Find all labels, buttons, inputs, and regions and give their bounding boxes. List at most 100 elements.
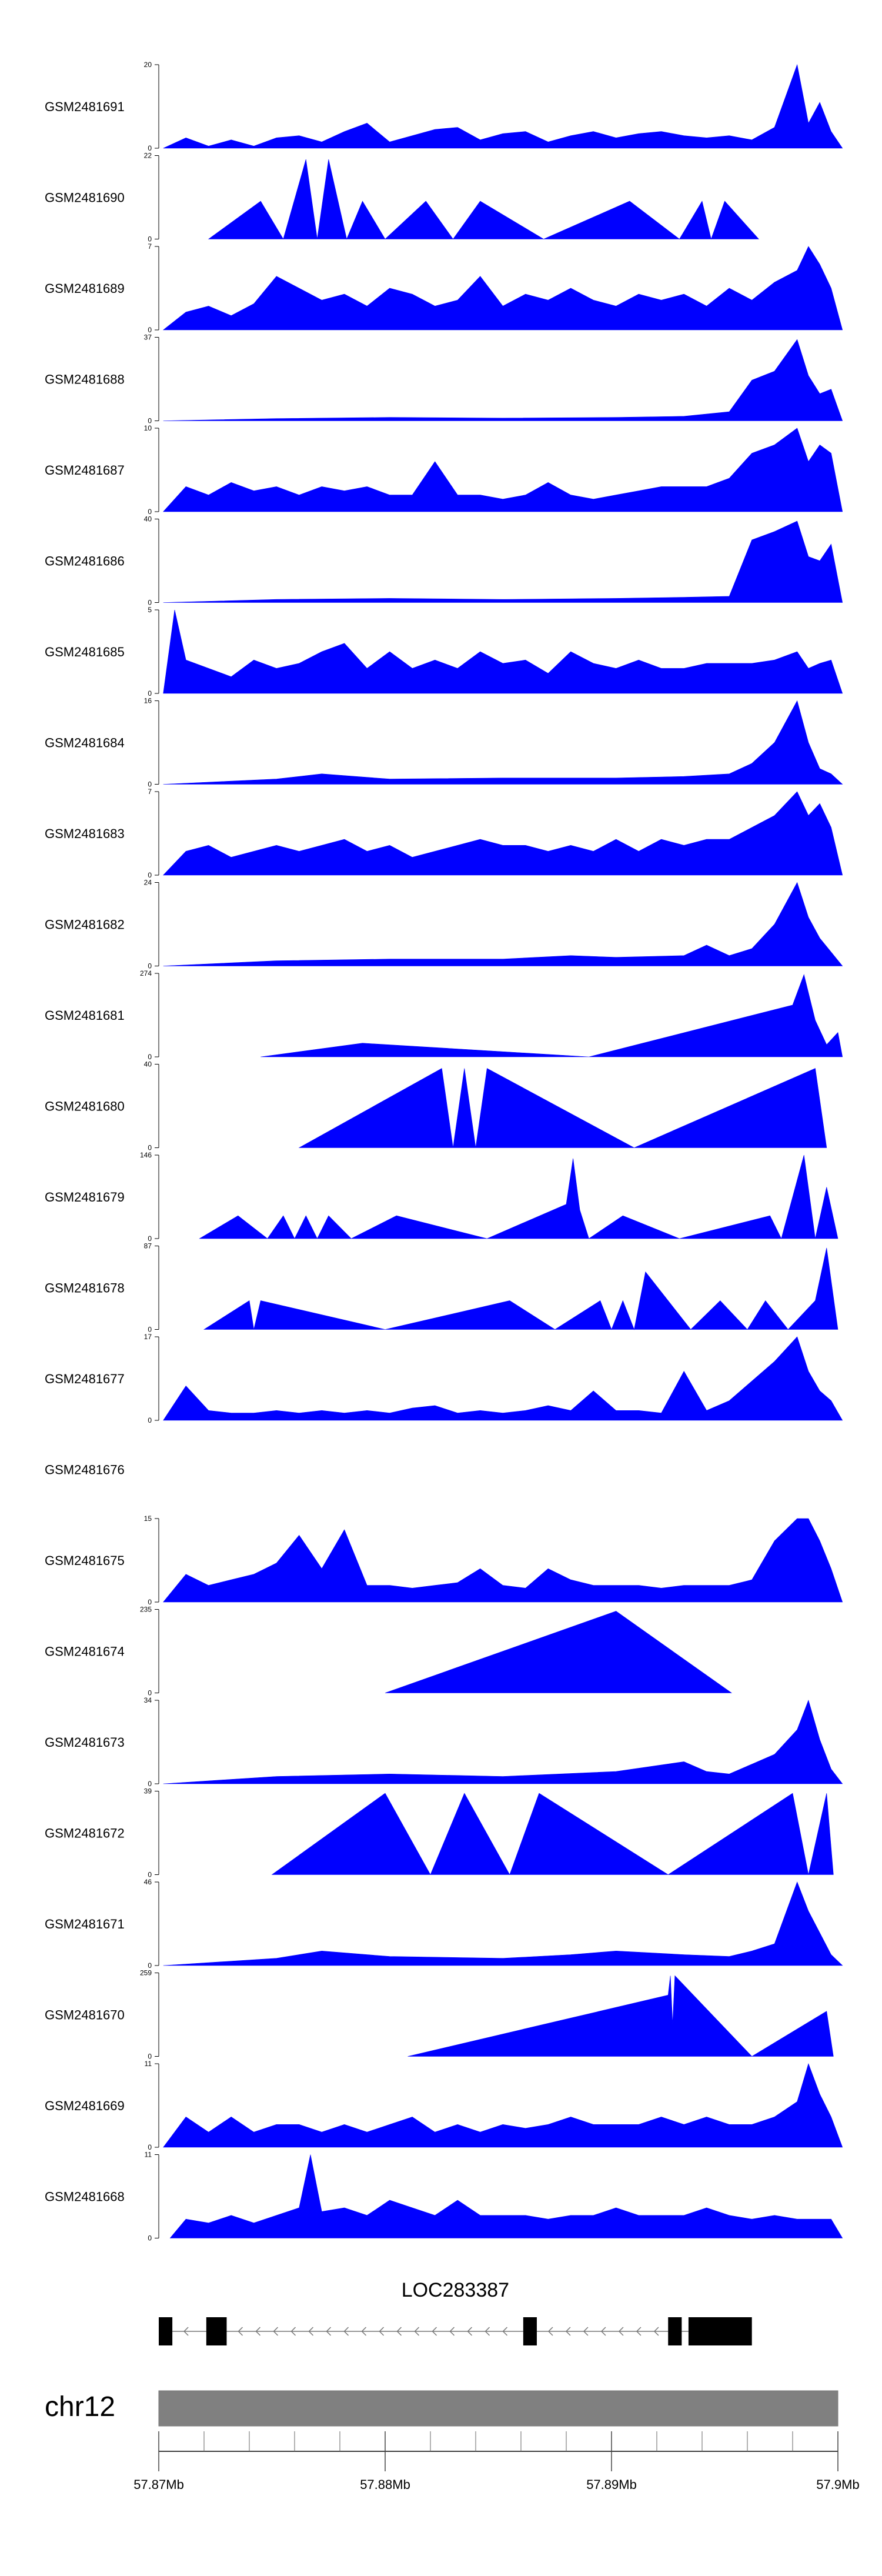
coverage-area bbox=[163, 1336, 843, 1421]
track-label: GSM2481677 bbox=[45, 1372, 125, 1386]
track-label: GSM2481686 bbox=[45, 554, 125, 569]
strand-arrow bbox=[290, 2327, 296, 2336]
strand-arrow bbox=[183, 2327, 189, 2336]
track-GSM2481691: GSM2481691 0 20 bbox=[45, 61, 843, 152]
strand-arrow bbox=[467, 2327, 473, 2336]
track-label: GSM2481676 bbox=[45, 1463, 125, 1477]
y-axis-tick-label: 0 bbox=[148, 1871, 152, 1879]
coverage-area bbox=[163, 520, 843, 603]
track-GSM2481683: GSM2481683 0 7 bbox=[45, 788, 843, 879]
exon bbox=[688, 2317, 752, 2345]
track-GSM2481684: GSM2481684 0 16 bbox=[45, 697, 843, 789]
strand-arrow bbox=[361, 2327, 367, 2336]
track-GSM2481680: GSM2481680 0 40 bbox=[45, 1060, 827, 1152]
coverage-area bbox=[169, 2154, 843, 2238]
track-label: GSM2481675 bbox=[45, 1553, 125, 1568]
coverage-area bbox=[199, 1154, 838, 1239]
strand-arrow bbox=[583, 2327, 589, 2336]
track-label: GSM2481688 bbox=[45, 372, 125, 387]
strand-arrow bbox=[432, 2327, 437, 2336]
track-GSM2481670: GSM2481670 0 259 bbox=[45, 1969, 834, 2061]
track-label: GSM2481689 bbox=[45, 281, 125, 296]
genomic-axis: 57.87Mb 57.88Mb 57.89Mb 57.9Mb bbox=[133, 2431, 860, 2492]
y-axis-tick-label: 11 bbox=[145, 2151, 152, 2159]
coverage-tracks: GSM2481691020GSM2481690022GSM248168907GS… bbox=[45, 61, 843, 2243]
y-axis-tick-label: 17 bbox=[144, 1333, 152, 1341]
track-GSM2481690: GSM2481690 0 22 bbox=[45, 152, 759, 243]
y-axis-tick-label: 0 bbox=[148, 1234, 152, 1243]
chromosome-ideogram: chr12 bbox=[45, 2390, 838, 2427]
track-GSM2481685: GSM2481685 0 5 bbox=[45, 606, 843, 698]
strand-arrow bbox=[238, 2327, 243, 2336]
coverage-area bbox=[163, 1881, 843, 1966]
strand-arrow bbox=[396, 2327, 402, 2336]
y-axis-tick-label: 24 bbox=[144, 879, 152, 887]
track-GSM2481676: GSM2481676 bbox=[45, 1463, 125, 1477]
y-axis-tick-label: 274 bbox=[140, 969, 152, 977]
y-axis-tick-label: 34 bbox=[144, 1696, 152, 1704]
y-axis-tick-label: 0 bbox=[148, 508, 152, 516]
y-axis-tick-label: 10 bbox=[144, 424, 152, 432]
strand-arrow bbox=[308, 2327, 314, 2336]
chromosome-bar bbox=[158, 2390, 838, 2427]
track-GSM2481677: GSM2481677 0 17 bbox=[45, 1333, 843, 1424]
y-axis-tick-label: 0 bbox=[148, 1780, 152, 1788]
y-axis-tick-label: 259 bbox=[140, 1969, 152, 1977]
coverage-area bbox=[162, 246, 843, 331]
track-GSM2481682: GSM2481682 0 24 bbox=[45, 879, 843, 970]
coverage-area bbox=[407, 1975, 834, 2057]
y-axis-tick-label: 37 bbox=[144, 333, 152, 342]
exon bbox=[668, 2317, 682, 2345]
coverage-area bbox=[163, 1700, 843, 1784]
coverage-area bbox=[163, 700, 843, 785]
y-axis-tick-label: 0 bbox=[148, 1053, 152, 1061]
track-label: GSM2481685 bbox=[45, 645, 125, 659]
track-GSM2481675: GSM2481675 0 15 bbox=[45, 1514, 843, 1606]
track-GSM2481669: GSM2481669 0 11 bbox=[45, 2060, 843, 2151]
y-axis-tick-label: 0 bbox=[148, 1689, 152, 1697]
coverage-area bbox=[208, 159, 759, 240]
coverage-area bbox=[163, 428, 843, 512]
y-axis-tick-label: 11 bbox=[145, 2060, 152, 2068]
coverage-area bbox=[163, 882, 843, 966]
track-label: GSM2481670 bbox=[45, 2008, 125, 2023]
exon bbox=[523, 2317, 537, 2345]
track-GSM2481674: GSM2481674 0 235 bbox=[45, 1606, 733, 1697]
track-label: GSM2481691 bbox=[45, 99, 125, 114]
y-axis-tick-label: 0 bbox=[148, 871, 152, 879]
track-GSM2481668: GSM2481668 0 11 bbox=[45, 2151, 843, 2243]
gene-label: LOC283387 bbox=[402, 2279, 509, 2301]
strand-arrow bbox=[414, 2327, 420, 2336]
y-axis-tick-label: 40 bbox=[144, 515, 152, 523]
strand-arrow bbox=[273, 2327, 279, 2336]
coverage-area bbox=[163, 791, 843, 876]
strand-arrow bbox=[379, 2327, 385, 2336]
strand-arrow bbox=[255, 2327, 261, 2336]
y-axis-tick-label: 0 bbox=[148, 1961, 152, 1970]
track-label: GSM2481690 bbox=[45, 191, 125, 205]
strand-arrow bbox=[653, 2327, 659, 2336]
strand-arrow bbox=[449, 2327, 455, 2336]
coverage-area bbox=[163, 64, 843, 149]
track-label: GSM2481687 bbox=[45, 463, 125, 478]
track-GSM2481672: GSM2481672 0 39 bbox=[45, 1787, 834, 1879]
y-axis-tick-label: 0 bbox=[148, 689, 152, 698]
track-label: GSM2481674 bbox=[45, 1644, 125, 1659]
track-label: GSM2481668 bbox=[45, 2190, 125, 2204]
axis-tick-label: 57.87Mb bbox=[133, 2477, 184, 2492]
y-axis-tick-label: 39 bbox=[144, 1787, 152, 1796]
track-GSM2481681: GSM2481681 0 274 bbox=[45, 969, 843, 1061]
y-axis-tick-label: 0 bbox=[148, 144, 152, 152]
track-label: GSM2481681 bbox=[45, 1008, 125, 1023]
strand-arrow bbox=[636, 2327, 642, 2336]
track-label: GSM2481669 bbox=[45, 2098, 125, 2113]
y-axis-tick-label: 0 bbox=[148, 1326, 152, 1334]
chromosome-label: chr12 bbox=[45, 2391, 115, 2422]
strand-arrow bbox=[326, 2327, 332, 2336]
track-GSM2481673: GSM2481673 0 34 bbox=[45, 1696, 843, 1788]
y-axis-tick-label: 5 bbox=[148, 606, 152, 614]
coverage-area bbox=[163, 1518, 843, 1603]
y-axis-tick-label: 22 bbox=[144, 152, 152, 160]
y-axis-tick-label: 235 bbox=[140, 1606, 152, 1614]
